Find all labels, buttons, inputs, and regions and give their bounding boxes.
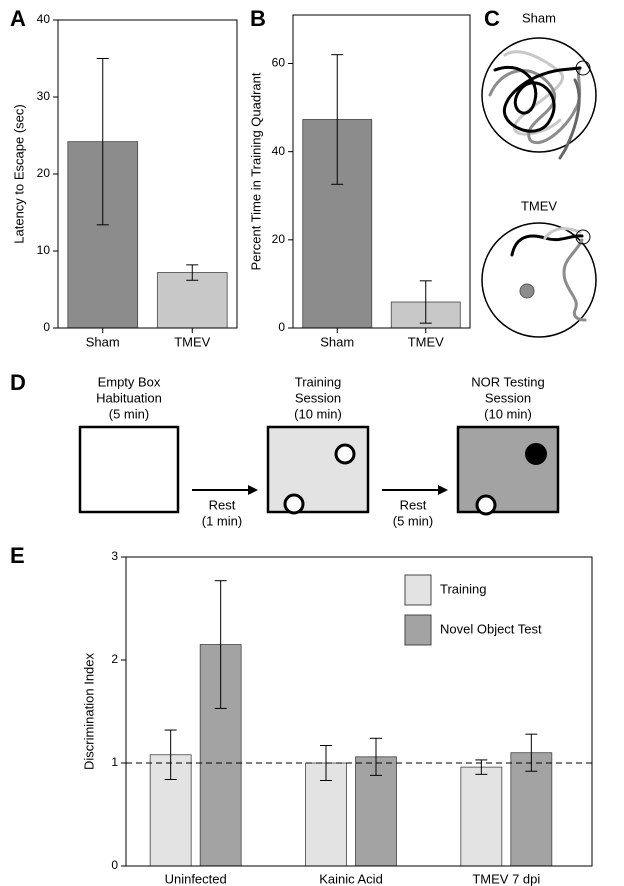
x-tick-label: TMEV [174, 334, 210, 349]
platform [520, 284, 534, 298]
step-label: Empty Box [98, 374, 161, 389]
bar [461, 767, 502, 866]
arena-label: Sham [522, 10, 556, 25]
panel-letter: D [10, 370, 26, 395]
arena-label: TMEV [521, 198, 557, 213]
panel-letter: B [250, 6, 266, 31]
rest-label: (5 min) [393, 513, 433, 528]
legend-swatch [405, 575, 431, 605]
y-tick-label: 20 [272, 232, 286, 246]
x-tick-label: Sham [86, 334, 120, 349]
rest-label: Rest [400, 497, 427, 512]
x-tick-label: TMEV 7 dpi [472, 871, 540, 886]
y-tick-label: 0 [111, 858, 118, 872]
step-label: (5 min) [109, 406, 149, 421]
y-tick-label: 3 [111, 549, 118, 563]
y-tick-label: 30 [37, 89, 51, 103]
arrow-head [248, 485, 258, 495]
legend-label: Novel Object Test [440, 621, 542, 636]
arrow-head [438, 485, 448, 495]
x-tick-label: Uninfected [165, 871, 227, 886]
y-tick-label: 0 [43, 320, 50, 334]
y-tick-label: 0 [278, 320, 285, 334]
step-label: Habituation [96, 390, 162, 405]
object [336, 445, 354, 463]
legend-swatch [405, 615, 431, 645]
step-label: NOR Testing [471, 374, 544, 389]
rest-label: (1 min) [202, 513, 242, 528]
x-tick-label: Sham [320, 334, 354, 349]
object [285, 495, 303, 513]
y-tick-label: 40 [37, 12, 51, 26]
y-tick-label: 60 [272, 56, 286, 70]
box [458, 427, 558, 512]
panel-letter: A [10, 6, 26, 31]
box [268, 427, 368, 512]
step-label: Session [295, 390, 341, 405]
rest-label: Rest [209, 497, 236, 512]
step-label: (10 min) [484, 406, 532, 421]
y-axis-label: Latency to Escape (sec) [11, 104, 26, 243]
legend-label: Training [440, 581, 486, 596]
bar [157, 273, 227, 328]
figure: C Sham TMEV D Empty BoxHabituation(5 min… [0, 0, 624, 886]
x-tick-label: Kainic Acid [319, 871, 383, 886]
y-tick-label: 10 [37, 243, 51, 257]
step-label: (10 min) [294, 406, 342, 421]
y-tick-label: 2 [111, 652, 118, 666]
step-label: Session [485, 390, 531, 405]
y-tick-label: 40 [272, 144, 286, 158]
y-axis-label: Discrimination Index [81, 652, 96, 770]
object [477, 496, 495, 514]
step-label: Training [295, 374, 341, 389]
y-axis-label: Percent Time in Training Quadrant [248, 72, 263, 270]
panel-letter: C [484, 6, 500, 31]
box [80, 427, 178, 512]
x-tick-label: TMEV [408, 334, 444, 349]
y-tick-label: 20 [37, 166, 51, 180]
object [526, 444, 546, 464]
y-tick-label: 1 [111, 755, 118, 769]
panel-letter: E [10, 543, 25, 568]
